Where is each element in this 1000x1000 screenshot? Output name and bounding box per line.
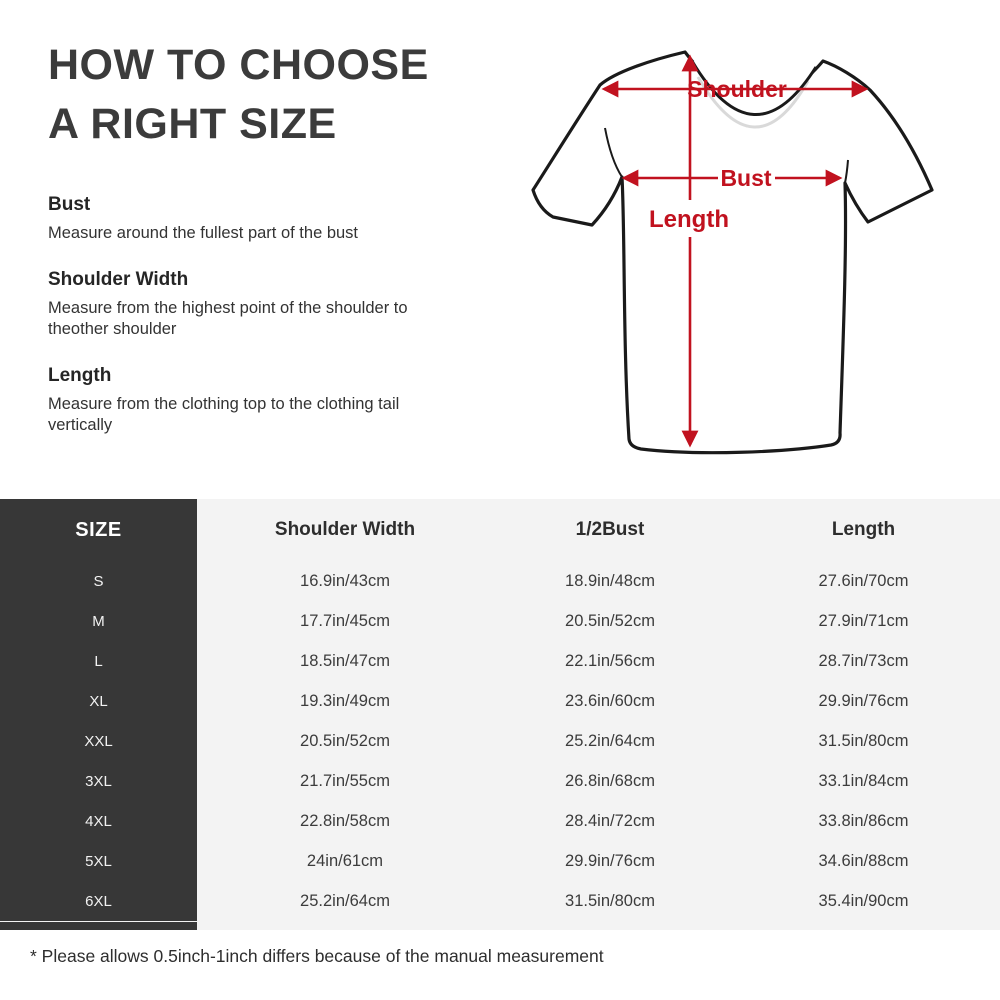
table-cell: 33.8in/86cm: [818, 811, 909, 830]
table-cell: 28.4in/72cm: [565, 811, 655, 830]
size-table-header-half-bust: 1/2Bust: [575, 519, 645, 540]
definition-shoulder-width: Shoulder Width Measure from the highest …: [48, 269, 448, 340]
size-label: 5XL: [0, 841, 197, 881]
table-cell: 26.8in/68cm: [565, 771, 655, 790]
table-cell: 28.7in/73cm: [818, 651, 909, 670]
table-cell: 29.9in/76cm: [818, 691, 909, 710]
size-table-header-length: Length: [831, 519, 896, 540]
shoulder-arrow-label: Shoulder: [687, 76, 787, 102]
table-cell: 29.9in/76cm: [565, 851, 655, 870]
measurement-definitions: Bust Measure around the fullest part of …: [48, 194, 448, 462]
definition-term: Bust: [48, 194, 91, 215]
table-cell: 19.3in/49cm: [300, 691, 390, 710]
definition-desc: Measure from the highest point of the sh…: [48, 299, 408, 339]
table-cell: 18.5in/47cm: [300, 651, 390, 670]
page-title: HOW TO CHOOSE A RIGHT SIZE: [48, 36, 429, 155]
table-cell: 16.9in/43cm: [300, 571, 390, 590]
page-title-line2: A RIGHT SIZE: [48, 100, 337, 149]
definition-term: Length: [48, 365, 112, 387]
table-cell: 20.5in/52cm: [565, 611, 655, 630]
definition-length: Length Measure from the clothing top to …: [48, 365, 448, 436]
page-title-line1: HOW TO CHOOSE: [48, 41, 429, 89]
size-label: L: [0, 641, 197, 681]
table-cell: 31.5in/80cm: [818, 731, 909, 750]
size-label: S: [0, 561, 197, 601]
size-label: 3XL: [0, 761, 197, 801]
size-table-header-size: SIZE: [0, 499, 197, 561]
size-label: 6XL: [0, 881, 197, 921]
table-cell: 35.4in/90cm: [818, 891, 909, 910]
definition-desc: Measure from the clothing top to the clo…: [48, 395, 400, 435]
footnote: * Please allows 0.5inch-1inch differs be…: [30, 946, 604, 966]
table-cell: 18.9in/48cm: [565, 571, 655, 590]
size-table-header-shoulder-width: Shoulder Width: [274, 519, 416, 540]
table-cell: 21.7in/55cm: [300, 771, 390, 790]
length-arrow: Length: [649, 54, 729, 448]
size-label: XXL: [0, 721, 197, 761]
size-label: 4XL: [0, 801, 197, 841]
table-cell: 33.1in/84cm: [818, 771, 909, 790]
length-arrow-label: Length: [649, 206, 729, 233]
bust-arrow: Bust: [621, 165, 843, 191]
table-cell: 17.7in/45cm: [300, 611, 390, 630]
table-cell: 22.8in/58cm: [300, 811, 390, 830]
definition-desc: Measure around the fullest part of the b…: [48, 224, 359, 242]
table-cell: 23.6in/60cm: [565, 691, 655, 710]
table-cell: 24in/61cm: [306, 851, 384, 870]
table-cell: 20.5in/52cm: [300, 731, 390, 750]
size-column-filler: [0, 922, 197, 930]
bust-arrow-label: Bust: [720, 165, 771, 191]
definition-bust: Bust Measure around the fullest part of …: [48, 194, 448, 244]
size-label: XL: [0, 681, 197, 721]
tshirt-measurement-diagram: Shoulder Bust Length: [515, 15, 985, 465]
size-label: M: [0, 601, 197, 641]
table-cell: 25.2in/64cm: [300, 891, 390, 910]
table-cell: 27.9in/71cm: [818, 611, 909, 630]
table-cell: 22.1in/56cm: [565, 651, 655, 670]
tshirt-outline-icon: [531, 50, 934, 455]
table-cell: 27.6in/70cm: [818, 571, 909, 590]
size-table: SIZE Shoulder Width 1/2Bust Length S 16.…: [0, 499, 1000, 930]
table-cell: 31.5in/80cm: [565, 891, 655, 910]
shoulder-arrow: Shoulder: [601, 76, 869, 102]
table-cell: 34.6in/88cm: [818, 851, 909, 870]
definition-term: Shoulder Width: [48, 269, 189, 291]
table-cell: 25.2in/64cm: [565, 731, 655, 750]
